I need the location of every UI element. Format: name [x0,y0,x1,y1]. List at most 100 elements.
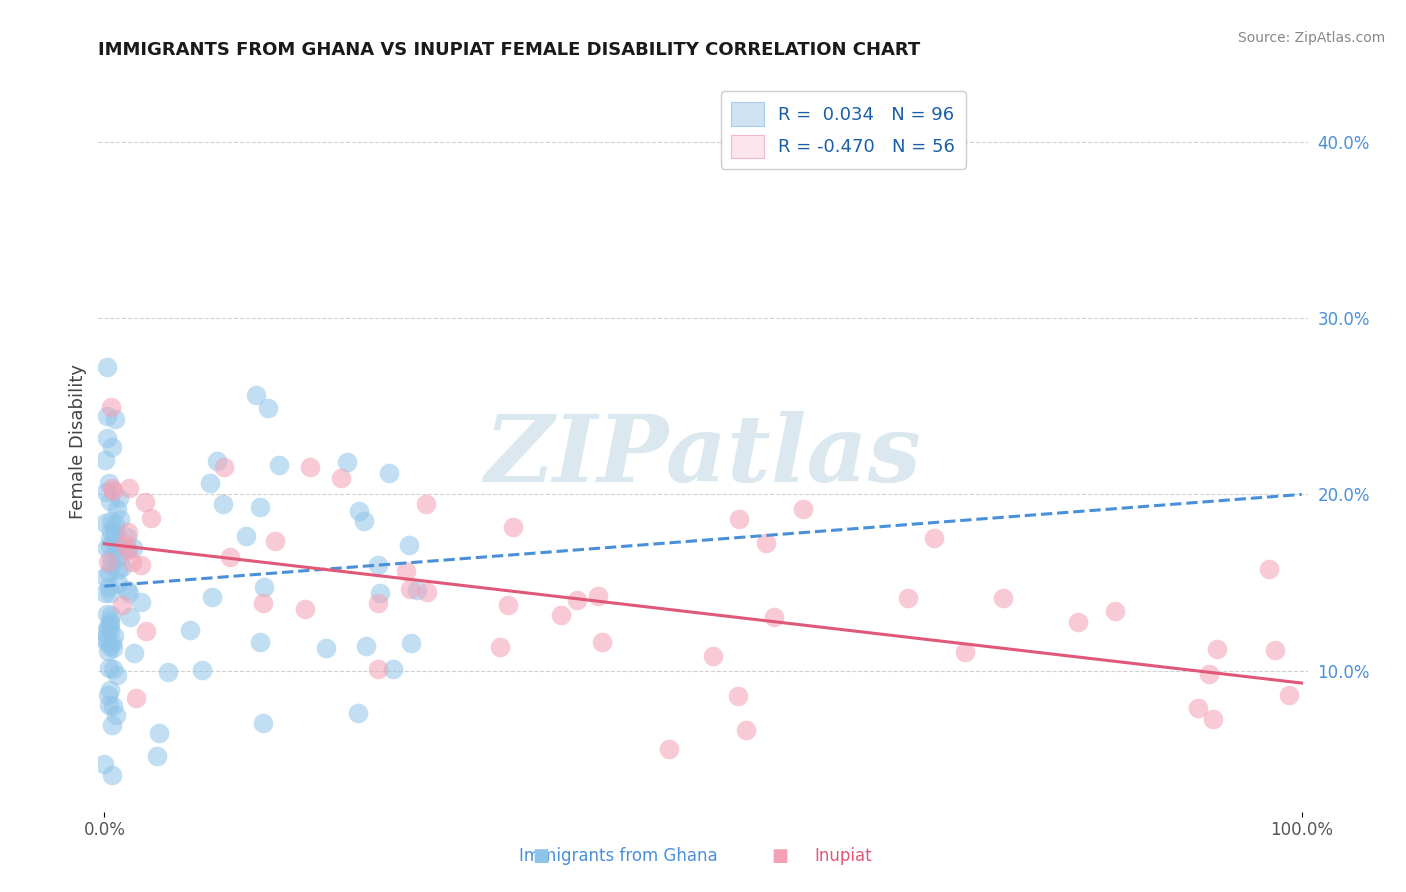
Point [97,620,120,634]
Point [755,536,778,550]
Point [101,483,124,498]
Point [329,471,352,485]
Point [117,530,139,544]
Point [347,504,370,518]
Point [98,580,121,594]
Point [94,516,117,530]
Point [100,514,122,528]
Point [121,556,143,570]
Point [96,485,118,500]
Point [96,607,118,621]
Point [96,431,118,445]
Point [1206,641,1229,656]
Point [924,531,946,545]
Point [101,718,124,732]
Point [201,590,224,604]
Point [735,723,758,737]
Text: ZIPatlas: ZIPatlas [485,411,921,501]
Point [103,629,125,643]
Point [97,555,120,569]
Point [105,502,128,516]
Point [105,550,128,565]
Text: Immigrants from Ghana: Immigrants from Ghana [519,847,718,864]
Point [252,716,274,731]
Point [108,491,131,506]
Point [104,411,127,425]
Point [100,623,122,637]
Point [702,648,724,663]
Point [415,497,437,511]
Point [134,494,156,508]
Point [354,639,377,653]
Point [135,624,157,639]
Point [107,575,129,590]
Point [146,749,169,764]
Point [953,645,976,659]
Point [111,598,134,612]
Point [98,614,121,628]
Point [129,595,152,609]
Point [101,698,124,713]
Point [367,662,389,676]
Point [1202,712,1225,726]
Point [249,500,271,514]
Point [100,768,122,782]
Point [565,592,588,607]
Point [97,688,120,702]
Point [235,529,257,543]
Point [111,560,134,574]
Point [101,641,124,656]
Point [129,558,152,573]
Point [125,691,148,706]
Point [763,610,786,624]
Point [264,534,287,549]
Point [294,601,316,615]
Text: ■: ■ [533,847,550,864]
Point [897,591,920,605]
Point [1066,615,1088,630]
Point [1258,562,1281,576]
Point [399,636,422,650]
Point [191,663,214,677]
Point [122,541,145,555]
Point [1198,666,1220,681]
Point [122,646,145,660]
Point [367,596,389,610]
Point [97,698,120,713]
Point [1264,643,1286,657]
Point [104,530,127,544]
Text: ■: ■ [772,847,789,864]
Legend: R =  0.034   N = 96, R = -0.470   N = 56: R = 0.034 N = 96, R = -0.470 N = 56 [720,92,966,169]
Point [101,636,124,650]
Point [496,599,519,613]
Point [370,586,392,600]
Point [98,586,121,600]
Point [94,570,117,584]
Point [245,387,267,401]
Point [252,596,274,610]
Point [148,726,170,740]
Point [98,616,121,631]
Point [336,455,359,469]
Point [94,453,117,467]
Point [267,458,290,473]
Point [118,586,141,600]
Point [1104,604,1126,618]
Point [98,532,121,546]
Point [488,640,510,655]
Point [98,494,121,508]
Point [107,563,129,577]
Point [100,549,122,564]
Point [98,683,121,698]
Point [98,639,121,653]
Point [395,564,418,578]
Point [105,667,128,681]
Point [550,608,572,623]
Point [96,541,118,555]
Point [156,665,179,679]
Point [139,510,162,524]
Point [100,440,122,454]
Point [100,558,122,573]
Point [100,607,122,622]
Point [179,623,201,637]
